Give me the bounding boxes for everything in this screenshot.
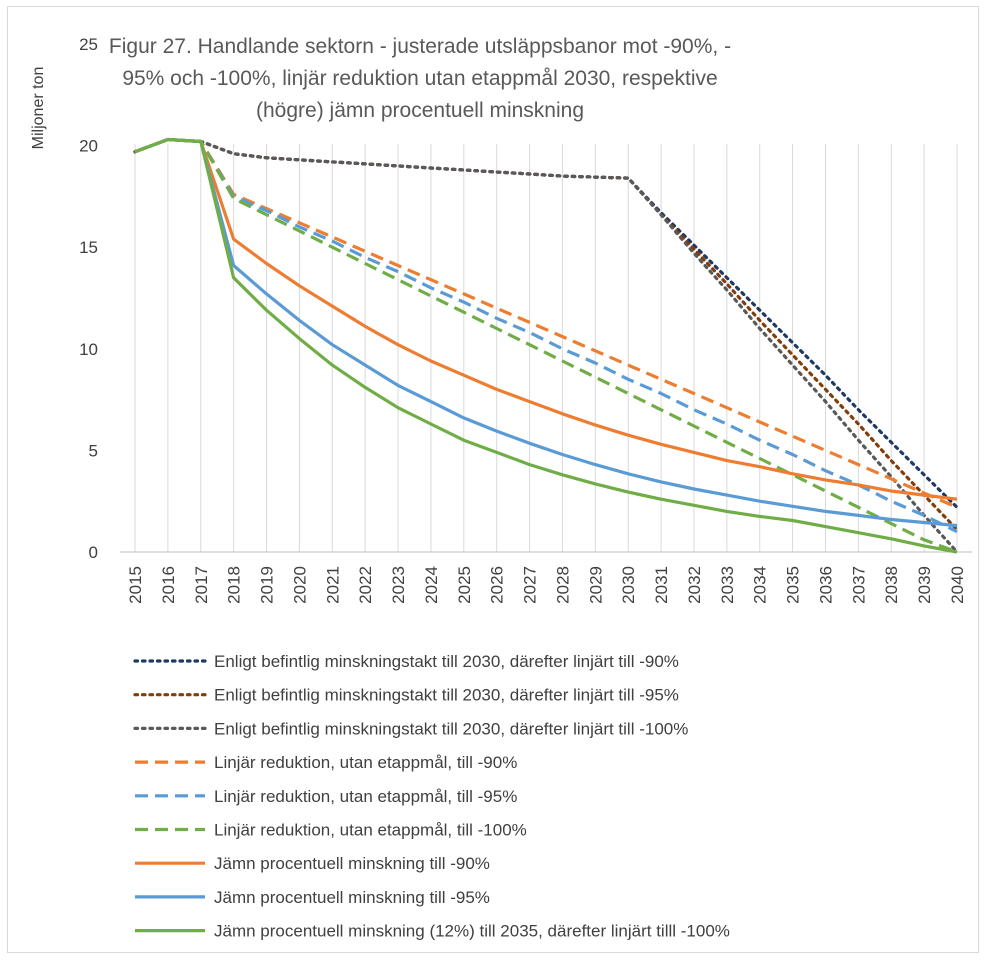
y-tick-label-25: 25: [79, 35, 98, 54]
x-tick-label-2023: 2023: [389, 566, 408, 604]
legend-label-3: Enligt befintlig minskningstakt till 203…: [214, 719, 688, 738]
chart-title-line-3: (högre) jämn procentuell minskning: [256, 99, 584, 122]
legend-label-4: Linjär reduktion, utan etappmål, till -9…: [214, 753, 517, 772]
y-tick-label-15: 15: [79, 238, 98, 257]
x-tick-label-2016: 2016: [159, 566, 178, 604]
x-tick-label-2024: 2024: [422, 566, 441, 604]
x-tick-label-2022: 2022: [356, 566, 375, 604]
x-tick-label-2035: 2035: [784, 566, 803, 604]
x-tick-label-2025: 2025: [455, 566, 474, 604]
x-tick-label-2027: 2027: [521, 566, 540, 604]
series-line-7: [134, 137, 958, 501]
x-tick-label-2019: 2019: [258, 566, 277, 604]
legend-label-6: Linjär reduktion, utan etappmål, till -1…: [214, 821, 527, 840]
y-tick-label-5: 5: [89, 441, 98, 460]
x-tick-label-2031: 2031: [652, 566, 671, 604]
legend-label-8: Jämn procentuell minskning till -95%: [214, 888, 490, 907]
x-tick-label-2030: 2030: [619, 566, 638, 604]
x-tick-label-2017: 2017: [192, 566, 211, 604]
x-tick-label-2028: 2028: [553, 566, 572, 604]
series-line-6: [134, 137, 958, 554]
x-tick-label-2032: 2032: [685, 566, 704, 604]
series-line-3: [133, 137, 959, 554]
x-tick-label-2020: 2020: [290, 566, 309, 604]
x-tick-label-2037: 2037: [849, 566, 868, 604]
chart-title-line-1: Figur 27. Handlande sektorn - justerade …: [109, 35, 731, 58]
y-axis-title: Miljoner ton: [30, 67, 47, 150]
legend: Enligt befintlig minskningstakt till 203…: [133, 652, 730, 941]
legend-label-7: Jämn procentuell minskning till -90%: [214, 854, 490, 873]
x-tick-label-2029: 2029: [586, 566, 605, 604]
legend-label-5: Linjär reduktion, utan etappmål, till -9…: [214, 787, 517, 806]
legend-label-9: Jämn procentuell minskning (12%) till 20…: [214, 922, 730, 941]
x-tick-label-2026: 2026: [488, 566, 507, 604]
legend-label-1: Enligt befintlig minskningstakt till 203…: [214, 652, 679, 671]
y-tick-label-20: 20: [79, 137, 98, 156]
x-tick-label-2040: 2040: [948, 566, 967, 604]
x-tick-label-2036: 2036: [816, 566, 835, 604]
series-line-9: [134, 137, 958, 554]
x-tick-label-2015: 2015: [126, 566, 145, 604]
series-line-8: [134, 137, 958, 528]
chart-title-line-2: 95% och -100%, linjär reduktion utan eta…: [122, 67, 717, 90]
y-tick-label-10: 10: [79, 340, 98, 359]
legend-label-2: Enligt befintlig minskningstakt till 203…: [214, 686, 679, 705]
x-tick-label-2018: 2018: [225, 566, 244, 604]
x-tick-label-2038: 2038: [882, 566, 901, 604]
x-tick-label-2021: 2021: [323, 566, 342, 604]
x-tick-label-2033: 2033: [718, 566, 737, 604]
x-tick-label-2034: 2034: [751, 566, 770, 604]
x-tick-label-2039: 2039: [915, 566, 934, 604]
series-line-4: [134, 137, 958, 509]
y-tick-label-0: 0: [89, 543, 98, 562]
